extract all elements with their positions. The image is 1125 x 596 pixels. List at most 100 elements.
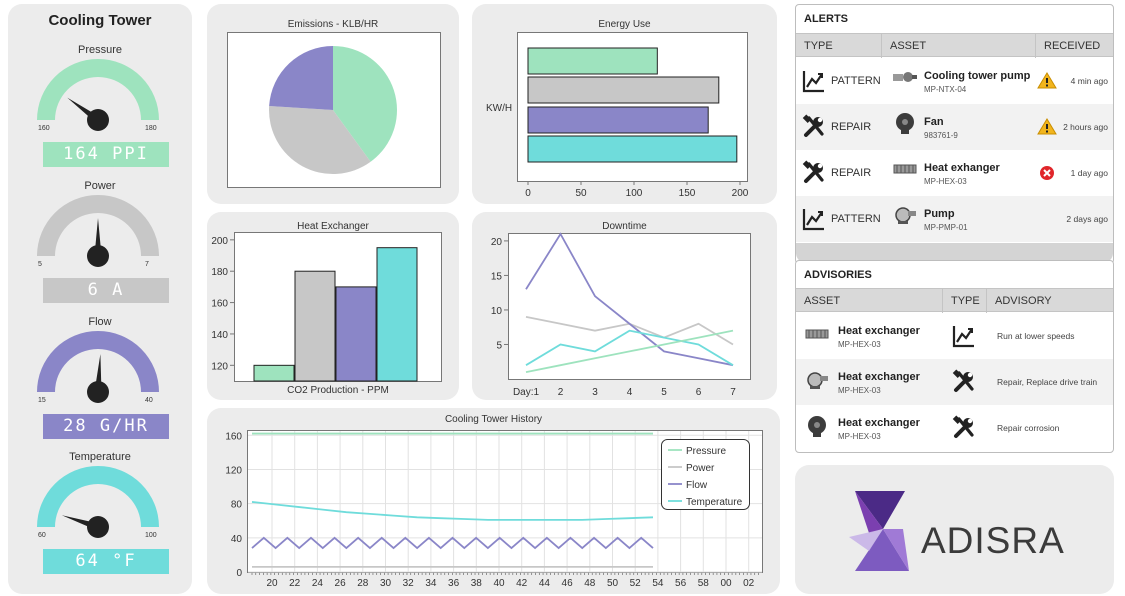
gauge-hub — [87, 516, 109, 538]
advisory-row[interactable]: Heat exchanger MP-HEX-03 Repair corrosion — [796, 405, 1113, 451]
gauge-min: 15 — [38, 397, 46, 404]
history-y-tick-label: 120 — [225, 465, 242, 476]
energy-x-tick-label: 150 — [679, 188, 696, 199]
downtime-plot-frame — [508, 233, 751, 380]
alert-row[interactable]: PATTERN Cooling tower pump MP-NTX-04 4 min … — [796, 58, 1113, 104]
history-legend-label: Flow — [686, 480, 708, 491]
gauge-value: 28 G/HR — [43, 414, 169, 439]
history-x-tick-label: 52 — [630, 578, 642, 589]
heat-bar-1 — [294, 270, 336, 382]
history-x-tick-label: 54 — [652, 578, 664, 589]
gauge-value: 164 PPI — [43, 142, 169, 167]
heat-bar-0 — [253, 364, 295, 382]
advisory-asset-name: Heat exchanger — [838, 417, 920, 429]
advisory-asset-id: MP-HEX-03 — [838, 432, 881, 441]
downtime-y-tick-label: 15 — [491, 271, 503, 282]
energy-x-tick-label: 50 — [575, 188, 587, 199]
history-legend-label: Temperature — [686, 497, 743, 508]
history-chart-title: Cooling Tower History — [444, 414, 543, 425]
downtime-x-tick-label: Day:1 — [513, 387, 540, 398]
alert-type: PATTERN — [831, 75, 881, 87]
warning-icon — [1037, 118, 1057, 135]
downtime-x-tick-label: 5 — [661, 387, 667, 398]
history-x-tick-label: 40 — [493, 578, 505, 589]
history-y-tick-label: 40 — [231, 534, 243, 545]
alert-asset-name: Heat exhanger — [924, 162, 1000, 174]
advisories-col-asset[interactable]: ASSET — [796, 289, 943, 313]
advisories-table: ADVISORIES ASSET TYPE ADVISORY Heat exch… — [795, 260, 1114, 453]
advisory-row[interactable]: Heat exchanger MP-HEX-03 Repair, Replace d… — [796, 359, 1113, 405]
gauge-min: 60 — [38, 532, 46, 539]
energy-use-bar-chart: KW/H 0 50 100 150 200 — [486, 32, 749, 199]
advisories-col-advisory[interactable]: ADVISORY — [995, 295, 1052, 307]
downtime-series-line-1 — [525, 232, 734, 367]
history-x-tick-label: 46 — [562, 578, 574, 589]
fan-icon — [808, 416, 826, 437]
alerts-header: TYPE ASSET RECEIVED — [796, 33, 1113, 58]
alerts-col-received[interactable]: RECEIVED — [1044, 40, 1101, 52]
advisory-row[interactable]: Heat exchanger MP-HEX-03 Run at lower spee… — [796, 313, 1113, 359]
downtime-y-tick-label: 5 — [496, 340, 502, 351]
alert-row[interactable]: PATTERN Pump MP-PMP-01 2 days ago — [796, 196, 1113, 242]
gauge-max: 180 — [145, 125, 157, 132]
history-x-tick-label: 20 — [266, 578, 278, 589]
history-x-tick-label: 58 — [698, 578, 710, 589]
history-legend-label: Power — [686, 463, 715, 474]
history-legend-box — [661, 439, 750, 510]
downtime-x-tick-label: 7 — [730, 387, 736, 398]
tools-icon — [952, 415, 974, 438]
trend-chart-icon — [952, 326, 974, 348]
alert-row[interactable]: REPAIR Heat exhanger MP-HEX-03 1 day ago — [796, 150, 1113, 196]
alert-received: 2 days ago — [1066, 214, 1108, 224]
downtime-line-chart: 5 10 15 20 Day:1 2 3 4 5 6 7 — [491, 232, 751, 398]
history-x-tick-label: 30 — [380, 578, 392, 589]
alert-row[interactable]: REPAIR Fan 983761-9 2 hours ago — [796, 104, 1113, 150]
gauge-arc — [37, 466, 159, 527]
tools-icon — [802, 160, 824, 183]
alerts-col-type[interactable]: TYPE — [796, 34, 882, 58]
pump-icon — [895, 207, 916, 224]
heat-y-tick-label: 180 — [211, 267, 228, 278]
gauge-3: Temperature 60 100 64 °F — [8, 451, 192, 581]
downtime-chart-title: Downtime — [602, 221, 647, 232]
emissions-chart-title: Emissions - KLB/HR — [287, 19, 379, 30]
alert-asset-id: 983761-9 — [924, 131, 958, 140]
alerts-title: ALERTS — [804, 13, 848, 25]
history-legend: Pressure Power Flow Temperature — [661, 439, 750, 510]
heat-exchanger-x-label: CO2 Production - PPM — [287, 385, 389, 396]
gauge-dial — [37, 195, 159, 267]
advisory-asset-name: Heat exchanger — [838, 325, 920, 337]
energy-use-chart-title: Energy Use — [598, 19, 651, 30]
downtime-x-tick-label: 4 — [627, 387, 633, 398]
gauge-arc — [37, 59, 159, 120]
advisories-title: ADVISORIES — [804, 269, 872, 281]
emissions-pie-chart — [227, 32, 441, 188]
advisories-col-type[interactable]: TYPE — [943, 289, 987, 313]
gauge-dial — [37, 331, 159, 403]
advisory-text: Run at lower speeds — [997, 331, 1075, 341]
gauge-value: 64 °F — [43, 549, 169, 574]
history-y-tick-label: 160 — [225, 431, 242, 442]
logo-panel: ADISRA — [795, 465, 1114, 594]
gauge-arc — [37, 331, 159, 392]
downtime-x-tick-label: 2 — [558, 387, 564, 398]
gauge-dial — [37, 59, 159, 131]
alerts-scrollbar[interactable] — [796, 243, 1113, 263]
alert-asset-name: Fan — [924, 116, 944, 128]
error-icon — [1040, 166, 1054, 180]
pie-slice-2 — [269, 46, 333, 110]
alert-type: REPAIR — [831, 167, 872, 179]
heat-y-tick-label: 200 — [211, 236, 228, 247]
pump-icon — [807, 372, 828, 389]
adisra-logo-mark — [849, 491, 909, 571]
alerts-col-asset[interactable]: ASSET — [882, 34, 1036, 58]
alert-asset-id: MP-PMP-01 — [924, 223, 968, 232]
pie-slice-0 — [333, 46, 397, 162]
history-x-tick-label: 00 — [720, 578, 732, 589]
history-x-tick-label: 44 — [539, 578, 551, 589]
history-legend-label: Pressure — [686, 446, 726, 457]
trend-chart-icon — [802, 71, 824, 93]
energy-use-panel: Energy Use KW/H 0 50 100 150 200 — [472, 4, 777, 204]
history-series-line-2 — [251, 536, 654, 550]
tools-icon — [802, 114, 824, 137]
